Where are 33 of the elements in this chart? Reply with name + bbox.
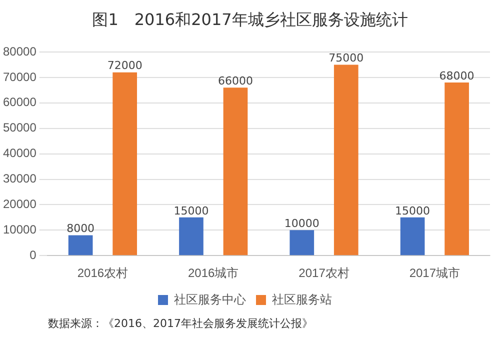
data-label: 15000 bbox=[395, 204, 430, 218]
bar bbox=[68, 235, 93, 256]
y-tick-label: 70000 bbox=[2, 70, 37, 84]
data-label: 10000 bbox=[284, 217, 320, 230]
data-label: 68000 bbox=[439, 69, 474, 82]
y-tick-label: 30000 bbox=[2, 172, 37, 186]
y-tick-label: 0 bbox=[30, 248, 37, 262]
x-tick-label: 2017城市 bbox=[409, 266, 460, 280]
y-tick-label: 60000 bbox=[2, 95, 37, 110]
x-tick-label: 2016农村 bbox=[77, 266, 128, 280]
bar bbox=[179, 217, 204, 256]
x-tick-label: 2016城市 bbox=[188, 266, 239, 280]
y-tick-label: 40000 bbox=[2, 146, 37, 160]
y-tick-label: 80000 bbox=[2, 44, 37, 58]
bar bbox=[112, 72, 137, 256]
y-tick-label: 10000 bbox=[2, 222, 37, 236]
data-label: 72000 bbox=[107, 59, 142, 72]
chart-title: 图1 2016和2017年城乡社区服务设施统计 bbox=[91, 9, 409, 31]
bar bbox=[223, 88, 248, 256]
y-tick-label: 20000 bbox=[2, 197, 37, 212]
bar bbox=[290, 230, 314, 256]
source-note: 数据来源：《2016、2017年社会服务发展统计公报》 bbox=[47, 316, 314, 331]
data-label: 8000 bbox=[66, 222, 95, 236]
data-label: 15000 bbox=[174, 204, 209, 218]
bar bbox=[334, 64, 358, 256]
bar bbox=[444, 82, 469, 256]
data-label: 66000 bbox=[218, 74, 253, 88]
data-label: 75000 bbox=[328, 52, 364, 65]
y-tick-label: 50000 bbox=[2, 120, 37, 135]
legend-label: 社区服务站 bbox=[272, 292, 332, 306]
legend-label: 社区服务中心 bbox=[174, 292, 246, 306]
bar bbox=[400, 217, 425, 256]
x-tick-label: 2017农村 bbox=[298, 266, 350, 280]
